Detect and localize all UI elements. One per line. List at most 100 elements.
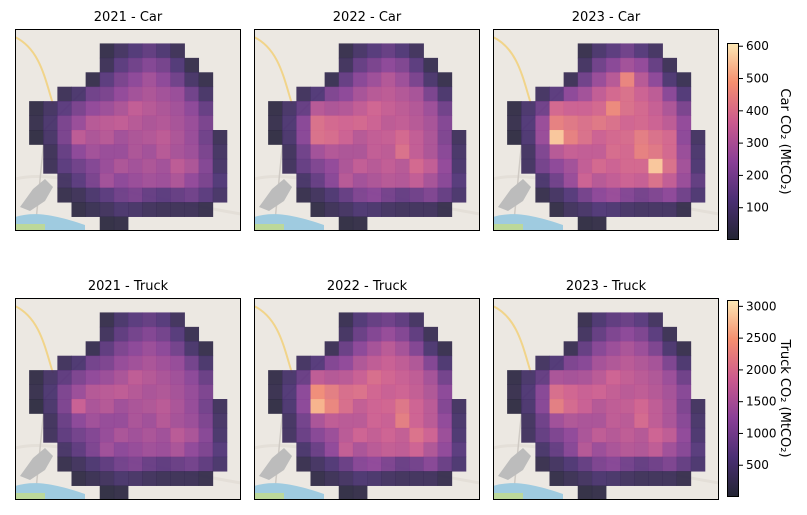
heatmap-cell (395, 413, 410, 429)
heatmap-cell (563, 399, 579, 414)
heatmap-cell (395, 384, 410, 400)
map-urban-area (259, 179, 292, 211)
heatmap-cell (634, 355, 649, 371)
heatmap-cell (423, 326, 439, 342)
heatmap-cell (395, 57, 410, 73)
heatmap-cell (324, 202, 340, 217)
heatmap-cell (395, 355, 410, 371)
heatmap-cell (535, 456, 550, 472)
heatmap-cell (507, 101, 522, 116)
heatmap-cell (563, 471, 579, 486)
heatmap-cell (591, 72, 607, 88)
heatmap-cell (591, 471, 607, 486)
heatmap-cell (142, 326, 157, 342)
heatmap-cell (423, 72, 439, 88)
heatmap-cell (577, 101, 593, 116)
heatmap-cell (423, 57, 439, 73)
heatmap-cell (99, 341, 115, 357)
heatmap-cell (142, 130, 157, 145)
heatmap-cell (577, 202, 593, 217)
heatmap-cell (324, 442, 340, 458)
heatmap-cell (549, 115, 565, 131)
heatmap-cell (338, 158, 354, 174)
heatmap-cell (606, 413, 621, 429)
heatmap-cell (549, 355, 565, 371)
heatmap-cell (352, 485, 368, 500)
heatmap-cell (591, 101, 607, 116)
heatmap-cell (409, 72, 424, 88)
heatmap-cell (184, 86, 200, 102)
heatmap-cell (409, 202, 424, 217)
heatmap-cell (521, 370, 536, 385)
heatmap-cell (648, 341, 663, 357)
heatmap-cell (381, 187, 396, 203)
heatmap-cell (381, 471, 396, 486)
heatmap-cell (676, 427, 692, 443)
heatmap-cell (57, 158, 72, 174)
heatmap-cell (549, 173, 565, 189)
heatmap-cell (170, 173, 185, 189)
heatmap-cell (296, 101, 311, 116)
heatmap-cell (170, 101, 185, 116)
heatmap-cell (57, 130, 72, 145)
map-park (254, 493, 284, 500)
heatmap-cell (198, 173, 214, 189)
heatmap-cell (352, 312, 368, 328)
heatmap-cell (170, 187, 185, 203)
heatmap-cell (620, 86, 635, 102)
heatmap-cell (43, 101, 58, 116)
heatmap-cell (606, 158, 621, 174)
heatmap-cell (648, 413, 663, 429)
heatmap-cell (409, 341, 424, 357)
heatmap-cell (113, 130, 129, 145)
heatmap-cell (128, 158, 143, 174)
heatmap-cell (324, 399, 340, 414)
colorbar-tick-label: 500 (746, 458, 769, 472)
heatmap-cell (212, 187, 228, 203)
heatmap-cell (142, 57, 157, 73)
heatmap-cell (577, 216, 593, 231)
heatmap-cell (184, 72, 200, 88)
heatmap-cell (184, 57, 200, 73)
heatmap-cell (690, 413, 706, 429)
panel-title: 2023 - Car (572, 10, 641, 25)
heatmap-cell (113, 471, 129, 486)
heatmap-cell (535, 399, 550, 414)
heatmap-cell (43, 399, 58, 414)
heatmap-cell (563, 456, 579, 472)
heatmap-cell (563, 72, 579, 88)
heatmap-cell (367, 173, 382, 189)
heatmap-cell (634, 43, 649, 59)
heatmap-cell (690, 144, 706, 160)
heatmap-cell (535, 355, 550, 371)
heatmap-cell (690, 427, 706, 443)
heatmap-cell (620, 456, 635, 472)
heatmap-cell (563, 115, 579, 131)
heatmap-cell (606, 370, 621, 385)
heatmap-cell (535, 144, 550, 160)
heatmap-cell (99, 57, 115, 73)
heatmap-cell (296, 86, 311, 102)
heatmap-cell (690, 187, 706, 203)
heatmap-cell (352, 202, 368, 217)
heatmap-cell (99, 326, 115, 342)
heatmap-cell (29, 101, 44, 116)
heatmap-cell (310, 355, 326, 371)
heatmap-cell (170, 72, 185, 88)
heatmap-cell (99, 86, 115, 102)
heatmap-cell (367, 326, 382, 342)
heatmap-cell (156, 427, 171, 443)
heatmap-cell (338, 427, 354, 443)
heatmap-cell (128, 43, 143, 59)
heatmap-cell (648, 57, 663, 73)
heatmap-cell (367, 471, 382, 486)
heatmap-cell (606, 173, 621, 189)
heatmap-cell (184, 173, 200, 189)
heatmap-cell (99, 442, 115, 458)
heatmap-cell (381, 312, 396, 328)
heatmap-cell (521, 413, 536, 429)
heatmap-cell (577, 341, 593, 357)
heatmap-cell (451, 130, 467, 145)
heatmap-cell (535, 86, 550, 102)
heatmap-cell (338, 341, 354, 357)
